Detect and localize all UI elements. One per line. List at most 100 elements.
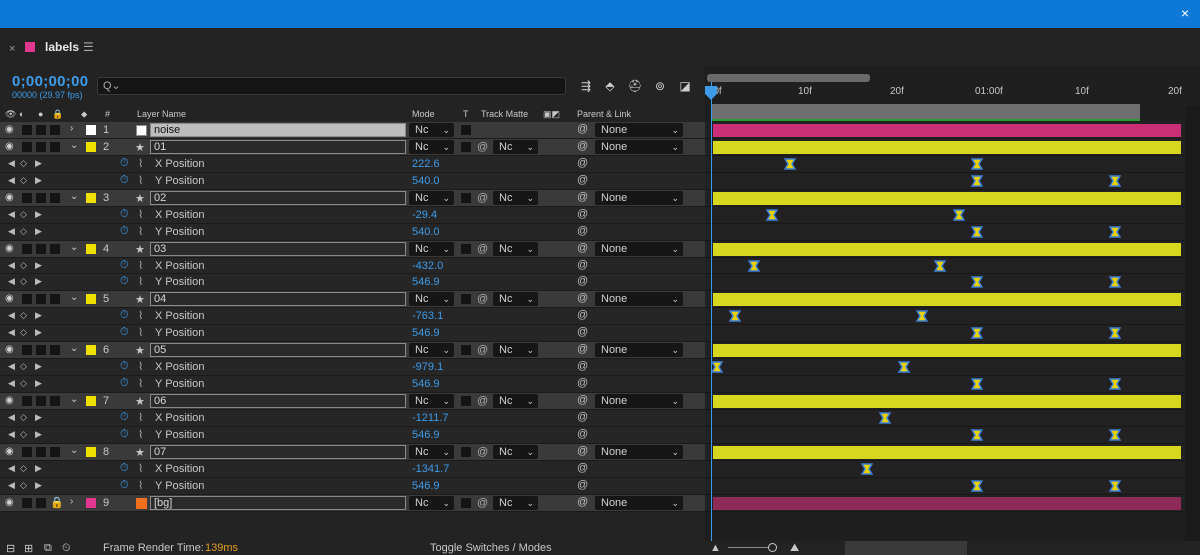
property-row[interactable]: ◀ ◇ ▶ ⏱ ⌇ X Position -1341.7 @	[0, 460, 705, 478]
add-keyframe-icon[interactable]: ◇	[20, 225, 27, 236]
stopwatch-icon[interactable]: ⏱	[120, 326, 129, 339]
layer-duration-bar[interactable]	[713, 395, 1181, 408]
layer-name-field[interactable]: 02	[150, 190, 406, 205]
stopwatch-icon[interactable]: ⏱	[120, 309, 129, 322]
audio-toggle[interactable]	[22, 294, 32, 305]
previous-keyframe-icon[interactable]: ◀	[8, 462, 15, 473]
audio-toggle[interactable]	[22, 243, 32, 254]
keyframe-icon[interactable]	[971, 429, 984, 441]
property-row[interactable]: ◀ ◇ ▶ ⏱ ⌇ X Position -29.4 @	[0, 206, 705, 224]
parent-pickwhip-icon[interactable]: @	[577, 190, 589, 203]
zoom-slider-track[interactable]	[728, 547, 768, 548]
twirl-toggle-icon[interactable]: ⌄	[70, 139, 79, 151]
layer-row[interactable]: ◉ ⌄ 5 ★ 04 Nc ⌄ @ Nc ⌄ @ None ⌄	[0, 291, 705, 309]
layer-row[interactable]: ◉ ⌄ 4 ★ 03 Nc ⌄ @ Nc ⌄ @ None ⌄	[0, 240, 705, 258]
keyframe-icon[interactable]	[971, 225, 984, 238]
stopwatch-icon[interactable]: ⏱	[120, 207, 129, 220]
video-switch-header-icon[interactable]: 👁	[5, 109, 17, 119]
keyframe-icon[interactable]	[1109, 378, 1122, 390]
solo-toggle[interactable]	[36, 345, 46, 356]
previous-keyframe-icon[interactable]: ◀	[8, 225, 15, 236]
expression-pickwhip-icon[interactable]: @	[577, 173, 589, 186]
blend-mode-dropdown[interactable]: Nc ⌄	[409, 495, 454, 510]
blend-mode-dropdown[interactable]: Nc ⌄	[409, 444, 454, 459]
solo-toggle[interactable]	[36, 396, 46, 406]
preserve-transparency-toggle[interactable]	[461, 446, 471, 457]
track-matte-pickwhip-icon[interactable]: @	[477, 496, 489, 509]
visibility-eye-icon[interactable]: ◉	[5, 293, 14, 305]
previous-keyframe-icon[interactable]: ◀	[8, 361, 15, 372]
audio-toggle[interactable]	[22, 345, 32, 356]
visibility-eye-icon[interactable]: ◉	[5, 395, 14, 406]
blend-mode-dropdown[interactable]: Nc ⌄	[409, 292, 454, 307]
layer-duration-bar[interactable]	[713, 140, 1181, 154]
keyframe-icon[interactable]	[971, 479, 984, 492]
graph-icon[interactable]: ⌇	[138, 310, 144, 323]
track-matte-pickwhip-icon[interactable]: @	[477, 293, 489, 306]
add-keyframe-icon[interactable]: ◇	[20, 259, 27, 270]
stopwatch-icon[interactable]: ⏱	[120, 478, 129, 491]
next-keyframe-icon[interactable]: ▶	[35, 259, 42, 270]
add-keyframe-icon[interactable]: ◇	[20, 174, 27, 185]
lock-icon[interactable]: 🔒	[50, 496, 64, 509]
previous-keyframe-icon[interactable]: ◀	[8, 378, 15, 389]
stopwatch-icon[interactable]: ⏱	[120, 360, 129, 373]
property-row[interactable]: ◀ ◇ ▶ ⏱ ⌇ X Position -763.1 @	[0, 308, 705, 326]
keyframe-icon[interactable]	[1109, 225, 1122, 238]
expression-pickwhip-icon[interactable]: @	[577, 410, 589, 423]
previous-keyframe-icon[interactable]: ◀	[8, 327, 15, 338]
track-matte-dropdown[interactable]: Nc ⌄	[493, 292, 538, 307]
expression-pickwhip-icon[interactable]: @	[577, 156, 589, 169]
property-value[interactable]: 546.9	[412, 428, 440, 441]
property-value[interactable]: 546.9	[412, 327, 440, 340]
audio-toggle[interactable]	[22, 446, 32, 457]
label-color-swatch[interactable]	[86, 497, 96, 508]
label-header-icon[interactable]: ⬥	[81, 109, 88, 119]
layer-name-field[interactable]: 07	[150, 444, 406, 459]
layer-row[interactable]: ◉ › 1 noise Nc ⌄ @ None ⌄	[0, 122, 705, 139]
property-row[interactable]: ◀ ◇ ▶ ⏱ ⌇ Y Position 546.9 @	[0, 426, 705, 444]
expression-pickwhip-icon[interactable]: @	[577, 207, 589, 220]
lock-switch-header-icon[interactable]: 🔒	[52, 109, 64, 119]
audio-toggle[interactable]	[22, 192, 32, 203]
render-time-toggle-icon[interactable]: ⏲	[62, 542, 71, 554]
current-time-indicator-line[interactable]	[711, 82, 712, 542]
twirl-toggle-icon[interactable]: ⌄	[70, 241, 79, 253]
add-keyframe-icon[interactable]: ◇	[20, 428, 27, 439]
graph-icon[interactable]: ⌇	[138, 327, 144, 340]
zoom-slider-handle[interactable]	[768, 543, 777, 552]
lock-toggle[interactable]	[50, 294, 60, 305]
layer-row[interactable]: ◉ ⌄ 2 ★ 01 Nc ⌄ @ Nc ⌄ @ None ⌄	[0, 138, 705, 156]
expression-pickwhip-icon[interactable]: @	[577, 478, 589, 491]
twirl-toggle-icon[interactable]: ⌄	[70, 190, 79, 202]
stopwatch-icon[interactable]: ⏱	[120, 427, 129, 440]
property-value[interactable]: -1341.7	[412, 462, 450, 475]
parent-dropdown[interactable]: None ⌄	[595, 444, 683, 459]
track-matte-dropdown[interactable]: Nc ⌄	[493, 241, 538, 256]
solo-toggle[interactable]	[36, 243, 46, 254]
parent-dropdown[interactable]: None ⌄	[595, 394, 683, 408]
property-value[interactable]: 546.9	[412, 378, 440, 391]
layer-name-field[interactable]: 05	[150, 343, 406, 358]
visibility-eye-icon[interactable]: ◉	[5, 191, 14, 203]
hide-shy-icon[interactable]: ⛑	[627, 79, 643, 93]
next-keyframe-icon[interactable]: ▶	[35, 310, 42, 321]
twirl-toggle-icon[interactable]: ⌄	[70, 394, 79, 405]
audio-toggle[interactable]	[22, 497, 32, 508]
lock-toggle[interactable]	[50, 345, 60, 356]
previous-keyframe-icon[interactable]: ◀	[8, 428, 15, 439]
graph-icon[interactable]: ⌇	[138, 157, 144, 170]
previous-keyframe-icon[interactable]: ◀	[8, 411, 15, 422]
stopwatch-icon[interactable]: ⏱	[120, 410, 129, 423]
keyframe-icon[interactable]	[916, 310, 929, 323]
expression-pickwhip-icon[interactable]: @	[577, 275, 589, 288]
expression-pickwhip-icon[interactable]: @	[577, 224, 589, 237]
composition-mini-flowchart-icon[interactable]: ⇶	[580, 79, 592, 93]
mode-header[interactable]: Mode	[412, 109, 435, 119]
preserve-transparency-toggle[interactable]	[461, 243, 471, 254]
graph-icon[interactable]: ⌇	[138, 428, 144, 441]
window-close-button[interactable]: ×	[1180, 5, 1190, 21]
composition-tab-title[interactable]: labels	[45, 40, 80, 54]
graph-icon[interactable]: ⌇	[138, 462, 144, 475]
